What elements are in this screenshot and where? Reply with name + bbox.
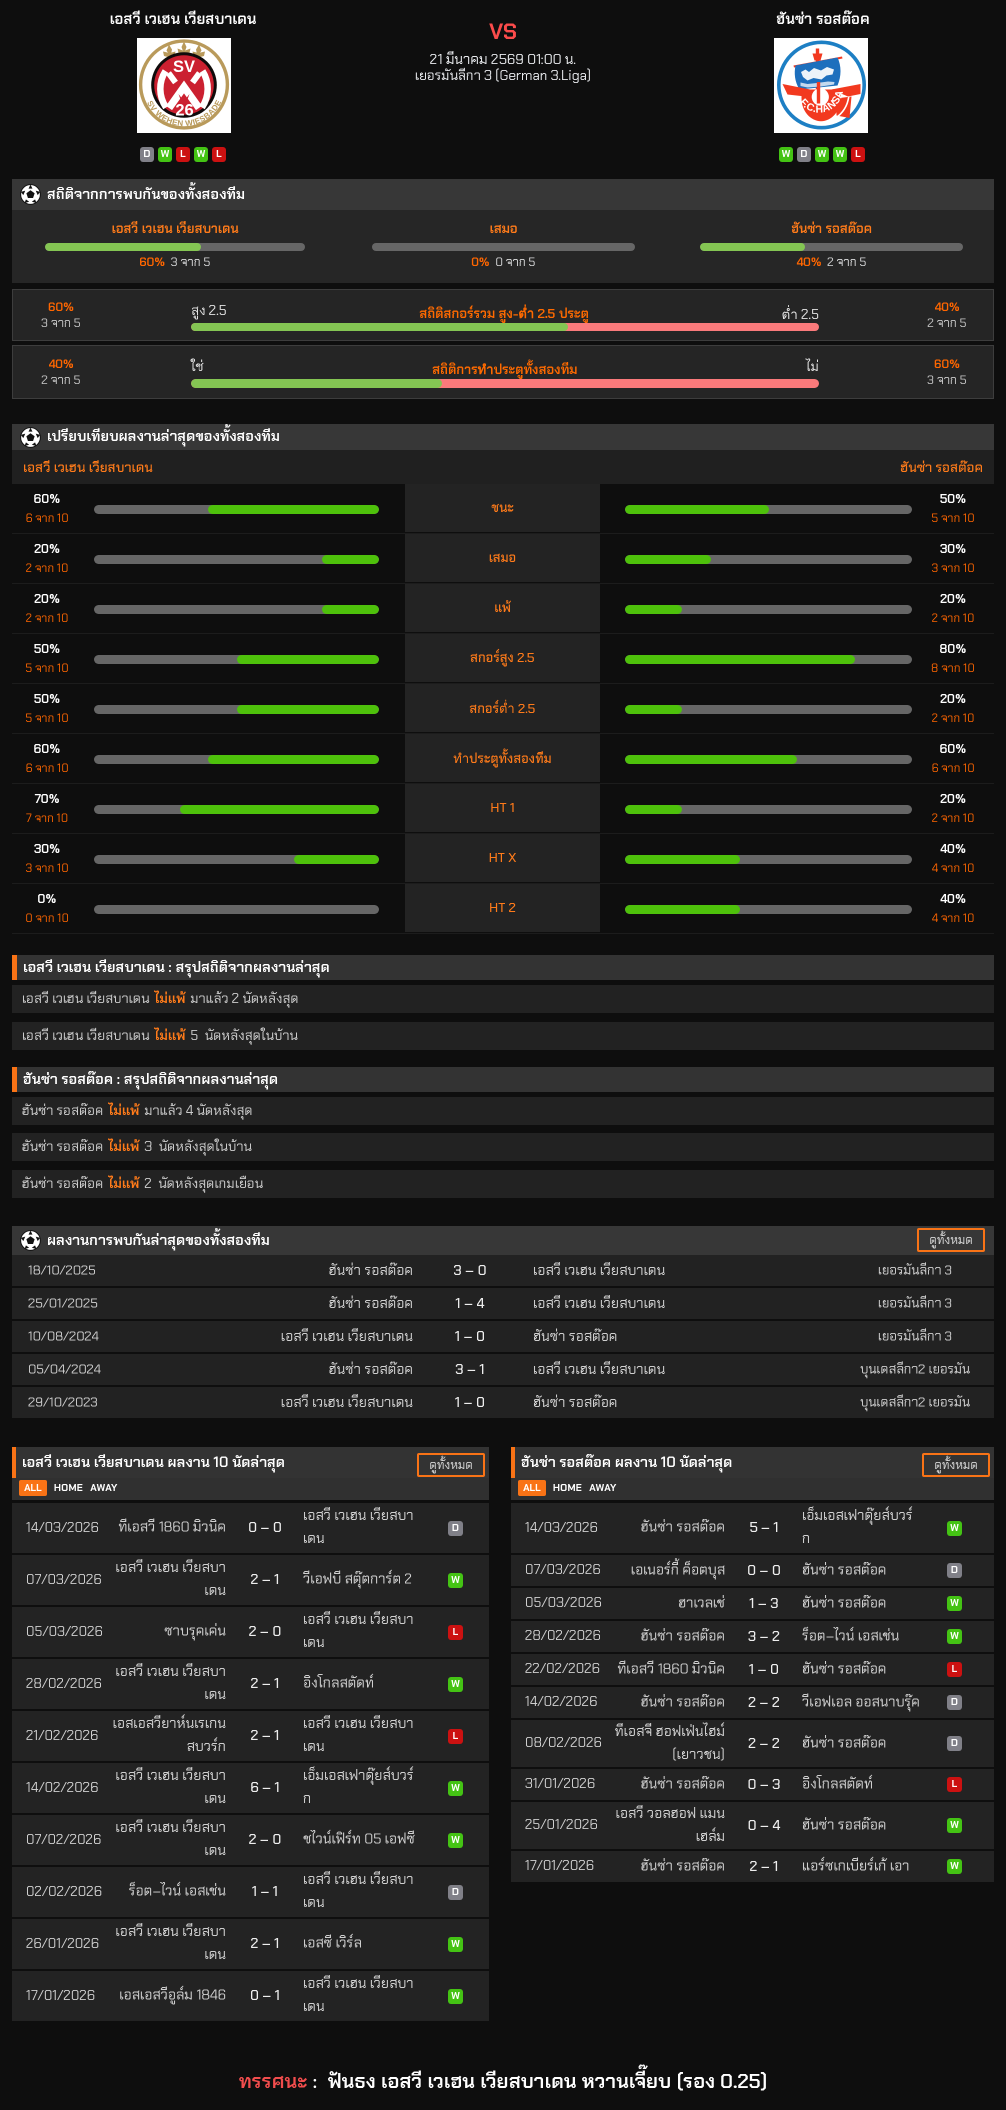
svg-text:SV: SV (173, 58, 195, 76)
svg-text:26: 26 (175, 102, 193, 120)
